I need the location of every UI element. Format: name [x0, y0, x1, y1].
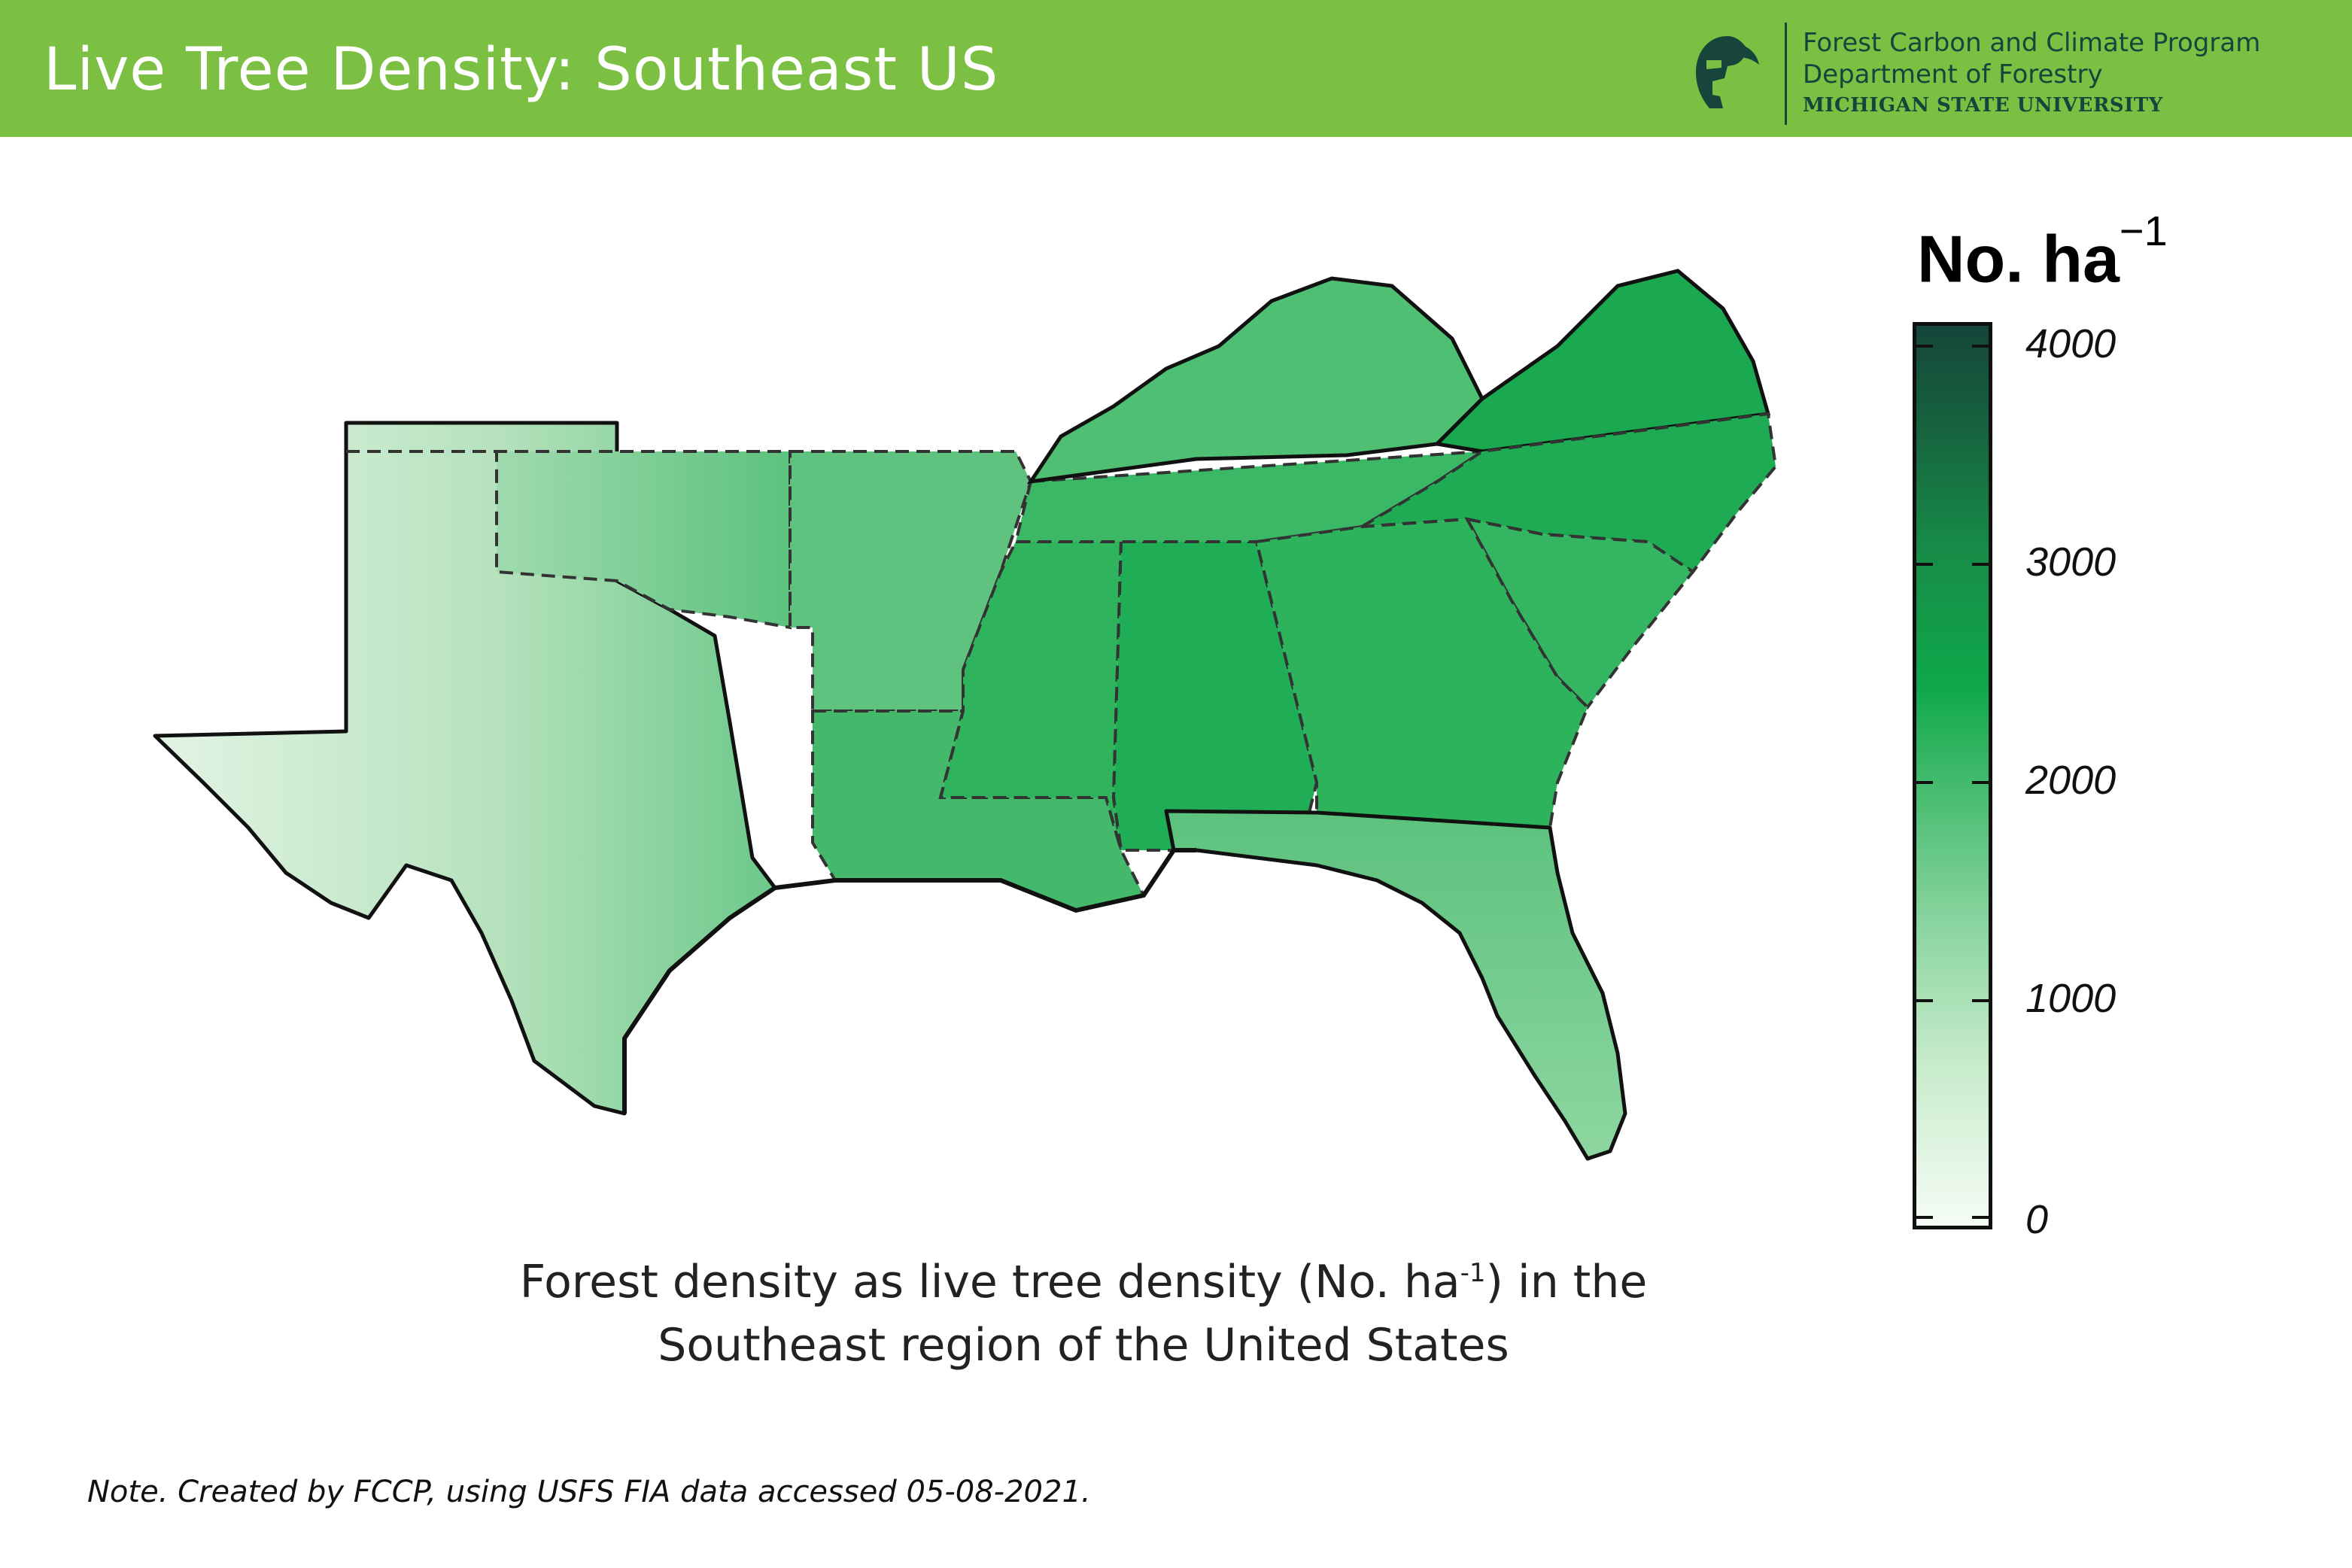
- spartan-helmet-icon: [1696, 36, 1759, 108]
- legend-tick-4000: [1916, 345, 1933, 348]
- org-department: Department of Forestry: [1803, 59, 2103, 90]
- legend-tick-1000: [1916, 999, 1933, 1002]
- legend-tick-1000-right: [1972, 999, 1989, 1002]
- legend-tick-4000-right: [1972, 345, 1989, 348]
- header-bar: Live Tree Density: Southeast US Forest C…: [0, 0, 2352, 137]
- state-kentucky: [1026, 276, 1485, 485]
- state-tennessee: [1013, 449, 1488, 543]
- organization-block: Forest Carbon and Climate Program Depart…: [1803, 27, 2260, 120]
- state-georgia: [1254, 517, 1590, 830]
- caption-line-2: Southeast region of the United States: [658, 1319, 1509, 1372]
- state-florida: [1164, 809, 1627, 1161]
- legend-tick-0: [1916, 1216, 1933, 1219]
- state-south-carolina: [1464, 517, 1695, 710]
- gulf-coastline: [622, 848, 1196, 1114]
- legend-tick-2000-right: [1972, 781, 1989, 784]
- legend-tick-2000: [1916, 781, 1933, 784]
- logo-divider: [1785, 23, 1787, 125]
- state-louisiana: [811, 710, 1146, 913]
- legend-tick-label-3000: 3000: [2025, 539, 2116, 585]
- legend-tick-label-4000: 4000: [2025, 321, 2116, 366]
- state-oklahoma: [346, 450, 792, 630]
- legend-title: No. ha−1: [1917, 207, 2168, 296]
- state-texas: [153, 421, 777, 1116]
- legend: No. ha−1 4000 3000 2000 1000 0: [1904, 203, 2220, 1257]
- org-university: MICHIGAN STATE UNIVERSITY: [1803, 94, 2163, 117]
- legend-tick-label-2000: 2000: [2025, 758, 2116, 803]
- southeast-us-density-map: [153, 269, 1778, 1161]
- page-title: Live Tree Density: Southeast US: [44, 36, 999, 104]
- legend-tick-3000-right: [1972, 563, 1989, 566]
- legend-tick-0-right: [1972, 1216, 1989, 1219]
- caption-line-1: Forest density as live tree density (No.…: [519, 1256, 1648, 1308]
- legend-tick-label-1000: 1000: [2025, 976, 2116, 1021]
- legend-tick-3000: [1916, 563, 1933, 566]
- source-note: Note. Created by FCCP, using USFS FIA da…: [87, 1475, 1091, 1509]
- map-caption: Forest density as live tree density (No.…: [331, 1241, 1836, 1377]
- legend-tick-label-0: 0: [2025, 1197, 2049, 1242]
- org-program: Forest Carbon and Climate Program: [1803, 28, 2261, 58]
- legend-colorbar: [1913, 322, 1992, 1229]
